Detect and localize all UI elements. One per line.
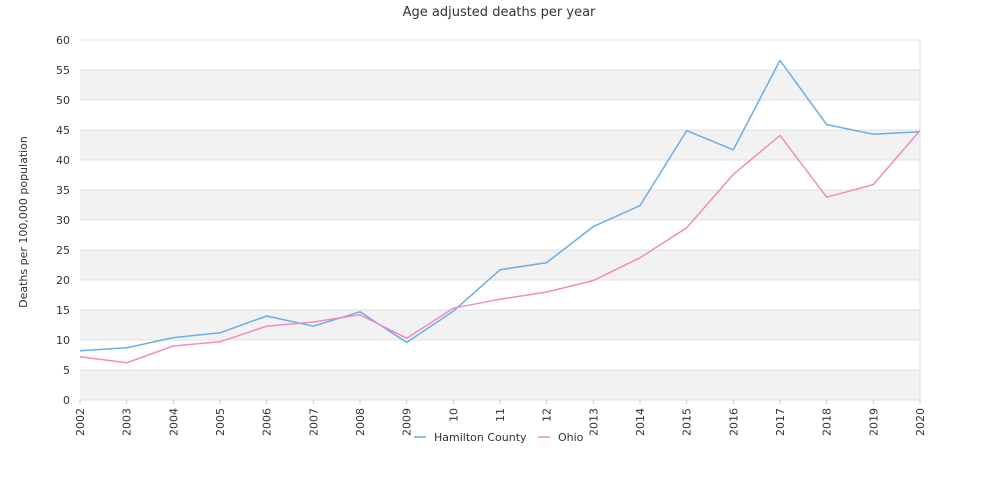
- y-tick-label: 45: [56, 124, 70, 137]
- legend-label: Ohio: [558, 431, 584, 444]
- y-axis-ticks: 0 5 10 15 20 25 30 35 40 45 50 55 60: [56, 34, 70, 407]
- grid-band: [80, 70, 920, 100]
- y-tick-label: 10: [56, 334, 70, 347]
- x-tick-label: 2013: [587, 408, 600, 436]
- x-tick-label: 2015: [681, 408, 694, 436]
- y-tick-label: 50: [56, 94, 70, 107]
- x-tick-label: 2005: [214, 408, 227, 436]
- x-tick-label: 2016: [727, 408, 740, 436]
- x-tick-label: 2007: [307, 408, 320, 436]
- x-tick-label: 2008: [354, 408, 367, 436]
- y-axis-label: Deaths per 100,000 population: [17, 136, 30, 308]
- y-tick-label: 25: [56, 244, 70, 257]
- y-tick-label: 30: [56, 214, 70, 227]
- x-tick-label: 2006: [261, 408, 274, 436]
- x-tick-label: 11: [494, 408, 507, 422]
- y-tick-label: 35: [56, 184, 70, 197]
- y-tick-label: 15: [56, 304, 70, 317]
- grid-band: [80, 130, 920, 160]
- x-tick-label: 2019: [867, 408, 880, 436]
- legend-label: Hamilton County: [434, 431, 527, 444]
- grid-bands: [80, 70, 920, 400]
- y-tick-label: 60: [56, 34, 70, 47]
- grid-band: [80, 190, 920, 220]
- series-line-ohio: [79, 130, 921, 364]
- y-tick-label: 40: [56, 154, 70, 167]
- x-tick-label: 2020: [914, 408, 927, 436]
- series-line-hamilton-county: [79, 59, 921, 352]
- y-tick-label: 5: [63, 364, 70, 377]
- series-lines: [79, 59, 921, 364]
- x-tick-label: 2009: [401, 408, 414, 436]
- x-tick-label: 12: [541, 408, 554, 422]
- x-tick-label: 2002: [74, 408, 87, 436]
- x-tick-label: 2014: [634, 408, 647, 436]
- gridlines: [80, 39, 921, 401]
- grid-band: [80, 370, 920, 400]
- x-axis-ticks: 2002 2003 2004 2005 2006 2007 2008 2009 10 11 12 20…: [74, 400, 927, 436]
- x-tick-label: 2004: [167, 408, 180, 436]
- y-tick-label: 55: [56, 64, 70, 77]
- x-tick-label: 2003: [121, 408, 134, 436]
- grid-band: [80, 310, 920, 340]
- x-tick-label: 10: [447, 408, 460, 422]
- x-tick-label: 2017: [774, 408, 787, 436]
- y-tick-label: 0: [63, 394, 70, 407]
- legend: Hamilton County Ohio: [414, 431, 584, 444]
- chart-title: Age adjusted deaths per year: [403, 5, 596, 20]
- y-tick-label: 20: [56, 274, 70, 287]
- x-tick-label: 2018: [821, 408, 834, 436]
- grid-band: [80, 250, 920, 280]
